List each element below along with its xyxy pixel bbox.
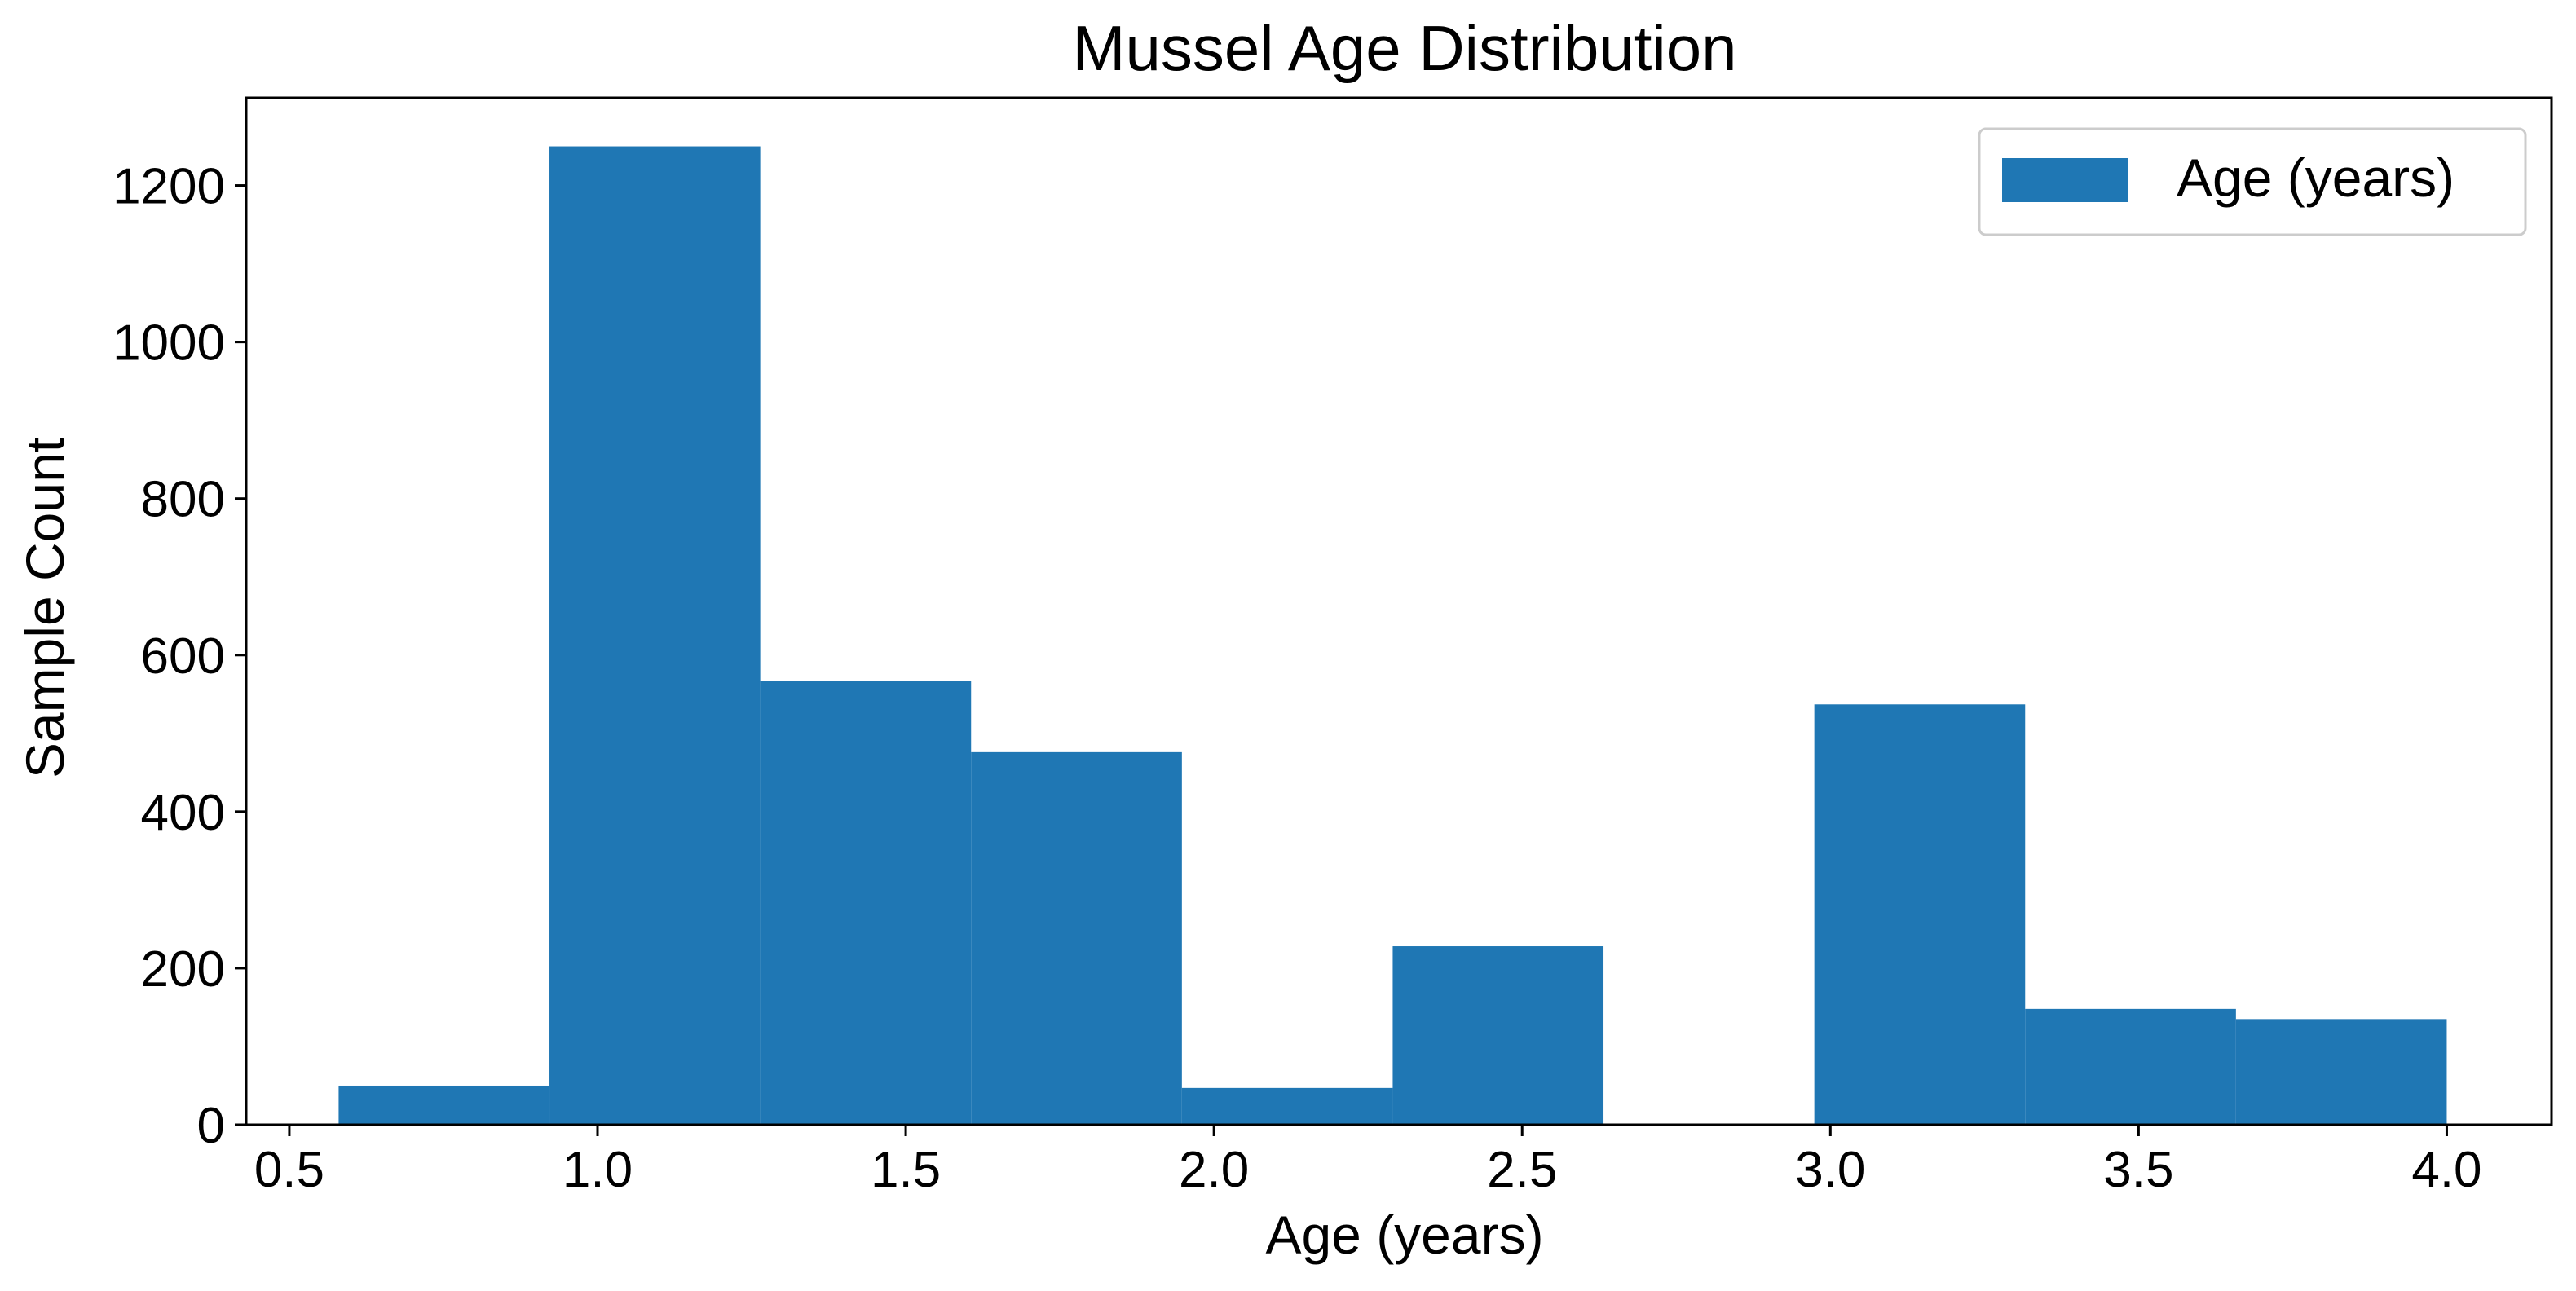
histogram-bar xyxy=(1181,1087,1393,1125)
axes-frame xyxy=(245,96,2553,1126)
y-tick-label: 0 xyxy=(197,1098,225,1154)
y-tick-label: 200 xyxy=(141,941,225,998)
legend: Age (years) xyxy=(1978,127,2527,236)
x-tick-label: 0.5 xyxy=(254,1142,324,1198)
y-tick-label: 800 xyxy=(141,472,225,528)
histogram-bar xyxy=(338,1085,550,1125)
histogram-bar xyxy=(760,681,972,1125)
x-tick-label: 1.5 xyxy=(871,1142,941,1198)
y-axis-label: Sample Count xyxy=(15,438,75,778)
plot-area xyxy=(245,96,2553,1126)
bars-layer xyxy=(338,146,2447,1125)
y-tick-label: 600 xyxy=(141,628,225,685)
x-tick-label: 2.0 xyxy=(1179,1142,1249,1198)
legend-box xyxy=(1978,127,2527,236)
legend-entry-label: Age (years) xyxy=(2177,148,2455,208)
y-tick-label: 1200 xyxy=(112,159,225,215)
histogram-bar xyxy=(549,146,761,1125)
histogram-bar xyxy=(2025,1008,2236,1125)
x-tick-label: 1.0 xyxy=(562,1142,633,1198)
x-axis-ticks: 0.5 1.0 1.5 2.0 2.5 3.0 3.5 4.0 xyxy=(254,1125,2482,1198)
x-tick-label: 2.5 xyxy=(1487,1142,1557,1198)
x-tick-label: 3.0 xyxy=(1795,1142,1865,1198)
y-axis-ticks: 0 200 400 600 800 1000 1200 xyxy=(112,159,246,1154)
y-tick-label: 400 xyxy=(141,785,225,841)
histogram-bar xyxy=(971,751,1182,1125)
x-tick-label: 3.5 xyxy=(2103,1142,2173,1198)
legend-swatch xyxy=(2002,158,2128,202)
x-tick-label: 4.0 xyxy=(2411,1142,2481,1198)
y-tick-label: 1000 xyxy=(112,315,225,372)
histogram-bar xyxy=(1814,704,2026,1125)
histogram-bar xyxy=(2235,1019,2447,1125)
chart-title: Mussel Age Distribution xyxy=(1072,12,1736,84)
x-axis-label: Age (years) xyxy=(1265,1205,1543,1265)
histogram-bar xyxy=(1392,946,1604,1125)
